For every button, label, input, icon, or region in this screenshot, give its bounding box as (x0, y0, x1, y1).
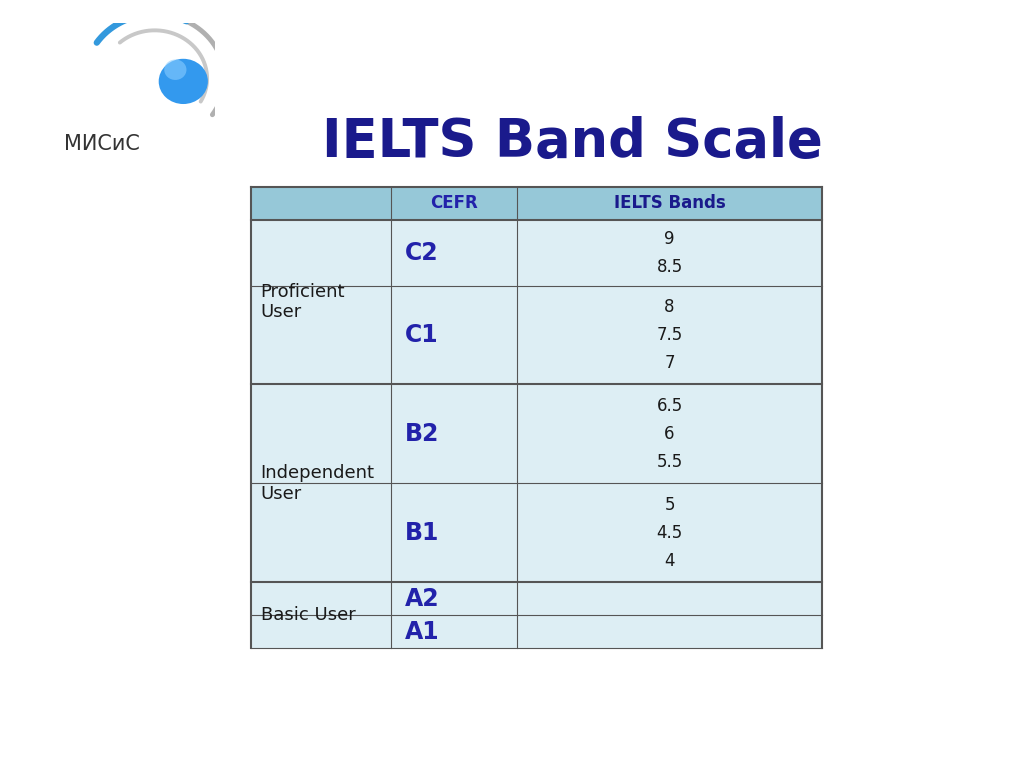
Text: C2: C2 (406, 240, 439, 265)
Text: A2: A2 (406, 587, 440, 611)
Text: 6.5
6
5.5: 6.5 6 5.5 (656, 397, 683, 471)
Bar (251, 385, 822, 483)
Text: Independent
User: Independent User (260, 464, 375, 503)
Text: CEFR: CEFR (430, 194, 478, 212)
Bar (251, 286, 822, 385)
Text: C1: C1 (406, 323, 439, 347)
Text: B2: B2 (406, 422, 439, 446)
Bar (251, 220, 822, 286)
Text: A1: A1 (406, 620, 440, 644)
Text: IELTS Bands: IELTS Bands (613, 194, 725, 212)
Text: B1: B1 (406, 521, 439, 545)
Text: 5
4.5
4: 5 4.5 4 (656, 496, 683, 570)
Text: МИСиС: МИСиС (65, 134, 140, 154)
Bar (251, 483, 822, 582)
Text: 8
7.5
7: 8 7.5 7 (656, 298, 683, 372)
Circle shape (159, 59, 208, 104)
Text: 9
8.5: 9 8.5 (656, 230, 683, 276)
Circle shape (164, 60, 186, 80)
Bar (251, 582, 822, 615)
Bar (251, 187, 822, 220)
Bar (251, 615, 822, 648)
Text: Proficient
User: Proficient User (260, 283, 345, 322)
Text: Basic User: Basic User (260, 606, 355, 624)
Text: IELTS Band Scale: IELTS Band Scale (322, 117, 823, 168)
